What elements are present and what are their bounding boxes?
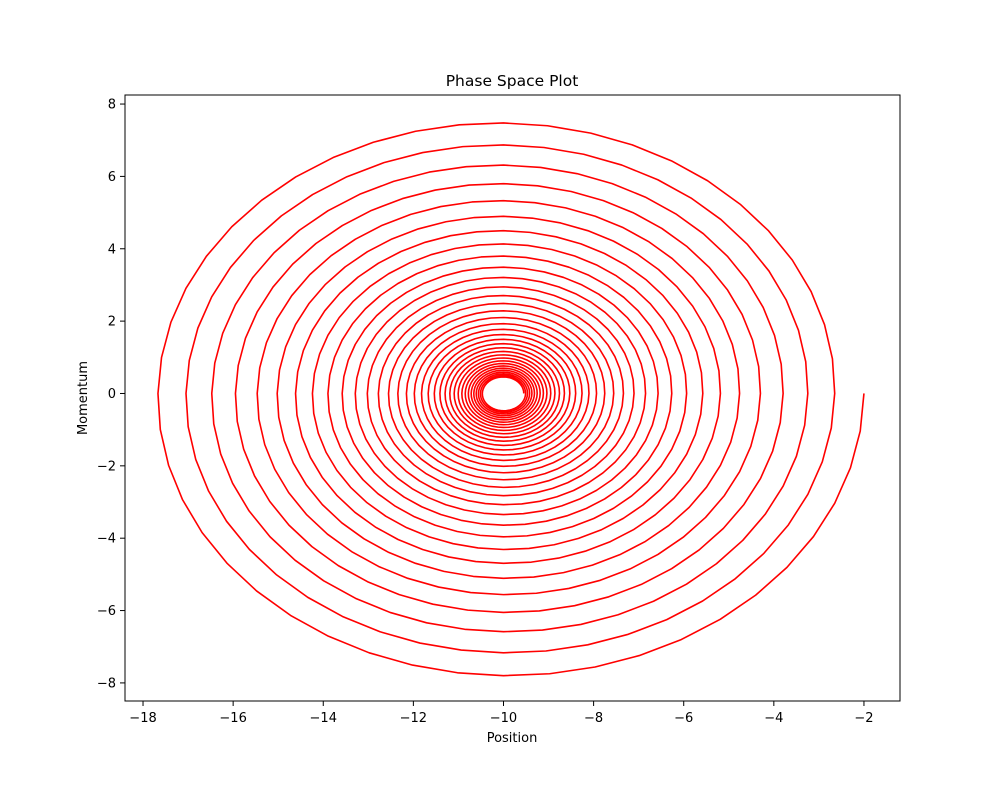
y-tick-label: −6: [97, 604, 116, 619]
y-tick-label: 2: [108, 315, 116, 330]
plot-frame: [124, 94, 901, 702]
x-axis-label: Position: [487, 731, 538, 746]
x-tick-label: −14: [310, 711, 337, 726]
y-tick-label: −8: [97, 676, 116, 691]
y-axis-label: Momentum: [76, 361, 91, 435]
y-axis-ticks: −8 −6 −4 −2 0 2 4 6 8: [97, 98, 125, 691]
y-tick-label: 6: [108, 170, 116, 185]
chart-title: Phase Space Plot: [446, 72, 579, 90]
x-tick-label: −2: [854, 711, 873, 726]
y-tick-label: −2: [97, 459, 116, 474]
y-tick-label: 8: [108, 98, 116, 113]
x-tick-label: −6: [674, 711, 693, 726]
y-tick-label: 0: [108, 387, 116, 402]
x-tick-label: −8: [584, 711, 603, 726]
x-tick-label: −12: [400, 711, 427, 726]
phase-trajectory-line: [157, 122, 865, 677]
x-tick-label: −16: [219, 711, 246, 726]
y-tick-label: −4: [97, 532, 116, 547]
x-axis-ticks: −18 −16 −14 −12 −10 −8 −6 −4 −2: [129, 701, 874, 726]
series-layer: [157, 122, 865, 677]
y-tick-label: 4: [108, 242, 116, 257]
x-tick-label: −18: [129, 711, 156, 726]
x-tick-label: −10: [490, 711, 517, 726]
x-tick-label: −4: [764, 711, 783, 726]
